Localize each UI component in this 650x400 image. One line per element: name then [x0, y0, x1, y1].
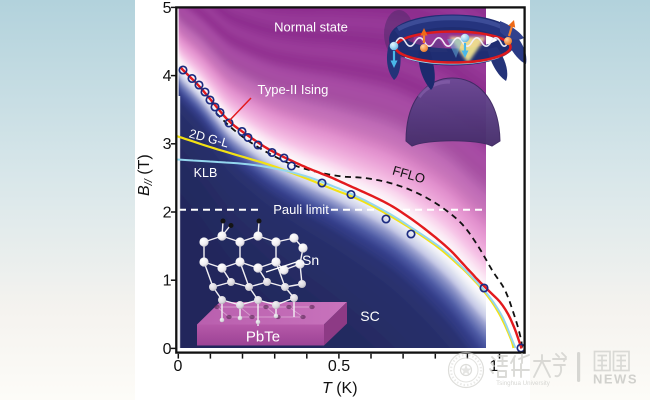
svg-text:1: 1 — [163, 273, 172, 290]
svg-text:T (K): T (K) — [322, 380, 358, 397]
svg-text:KLB: KLB — [194, 166, 218, 180]
svg-text:SC: SC — [360, 308, 379, 324]
svg-text:Normal state: Normal state — [274, 20, 348, 35]
svg-text:0: 0 — [163, 341, 172, 358]
svg-text:Type-II Ising: Type-II Ising — [258, 82, 329, 97]
svg-text:0.5: 0.5 — [328, 358, 350, 375]
svg-text:B// (T): B// (T) — [136, 154, 155, 196]
svg-text:Pauli limit: Pauli limit — [273, 202, 329, 217]
svg-text:Sn: Sn — [302, 252, 319, 268]
svg-text:NEWS: NEWS — [593, 372, 638, 387]
svg-text:2: 2 — [163, 204, 172, 221]
svg-text:Tsinghua University: Tsinghua University — [496, 380, 551, 387]
svg-text:5: 5 — [163, 0, 172, 17]
svg-text:3: 3 — [163, 136, 172, 153]
svg-text:4: 4 — [163, 68, 172, 85]
svg-text:PbTe: PbTe — [246, 329, 280, 346]
svg-text:0: 0 — [174, 358, 183, 375]
